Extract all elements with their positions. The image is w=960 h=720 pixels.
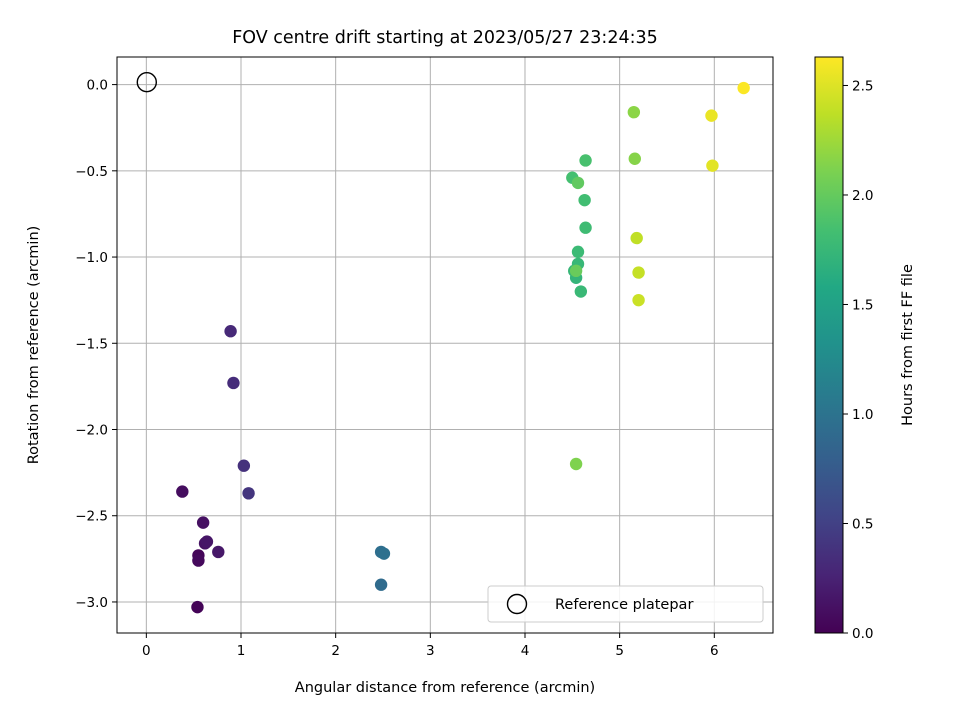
data-point (574, 285, 588, 298)
colorbar-ticks: 0.0 0.5 1.0 1.5 2.0 2.5 (843, 78, 873, 642)
legend-box (487, 585, 764, 623)
data-point (227, 376, 240, 390)
data-point (630, 231, 643, 245)
plot-frame (116, 56, 774, 634)
data-point (632, 293, 645, 307)
data-point (237, 459, 251, 472)
axis-ticks: 0 1 2 3 4 5 6 0.0 −0.5 −1.0 −1.5 −2.0 −2.5 −3.0 (75, 78, 718, 659)
data-point (571, 245, 585, 259)
data-point (192, 554, 205, 567)
data-point (632, 266, 645, 279)
x-tick-label: 4 (521, 643, 530, 659)
legend-marker (506, 593, 528, 615)
colorbar-tick-label: 2.0 (852, 188, 873, 204)
chart-title: FOV centre drift starting at 2023/05/27 … (232, 28, 658, 48)
data-point (579, 154, 592, 167)
data-point (200, 535, 214, 548)
y-tick-label: −1.0 (75, 250, 108, 266)
y-tick-label: −0.5 (75, 164, 108, 180)
data-point (176, 485, 189, 498)
colorbar-label: Hours from first FF file (900, 264, 916, 426)
x-tick-label: 2 (331, 643, 340, 659)
colorbar-tick-label: 0.0 (852, 626, 873, 642)
data-point (196, 516, 210, 529)
x-axis-label: Angular distance from reference (arcmin) (295, 680, 595, 696)
data-point (242, 487, 255, 500)
legend: Reference platepar (487, 585, 764, 623)
y-tick-label: −1.5 (75, 336, 108, 352)
colorbar-tick-label: 0.5 (852, 516, 873, 532)
data-point (705, 109, 718, 122)
data-point (374, 578, 388, 591)
data-point (627, 105, 641, 119)
data-point (191, 600, 204, 614)
reference-point-marker (136, 71, 158, 93)
data-point (224, 325, 237, 338)
data-point (579, 221, 592, 234)
data-point (212, 545, 225, 559)
data-point (706, 159, 719, 172)
data-point (569, 264, 583, 278)
colorbar-tick-label: 1.0 (852, 407, 873, 423)
y-tick-label: −3.0 (75, 595, 108, 611)
data-point (628, 152, 641, 165)
x-tick-label: 0 (142, 643, 151, 659)
data-point (569, 457, 583, 471)
y-axis-label: Rotation from reference (arcmin) (26, 226, 42, 465)
data-point (377, 547, 391, 560)
data-points (176, 81, 750, 614)
colorbar-tick-label: 1.5 (852, 297, 873, 313)
y-tick-label: −2.5 (75, 509, 108, 525)
y-tick-label: 0.0 (87, 78, 108, 94)
legend-label: Reference platepar (555, 597, 693, 613)
x-tick-label: 3 (426, 643, 435, 659)
x-tick-label: 5 (615, 643, 624, 659)
colorbar-tick-label: 2.5 (852, 78, 873, 94)
data-point (737, 81, 750, 95)
y-tick-label: −2.0 (75, 423, 108, 439)
data-point (578, 193, 591, 207)
x-tick-label: 6 (710, 643, 719, 659)
data-point (571, 176, 585, 190)
colorbar (814, 56, 844, 634)
x-tick-label: 1 (237, 643, 246, 659)
